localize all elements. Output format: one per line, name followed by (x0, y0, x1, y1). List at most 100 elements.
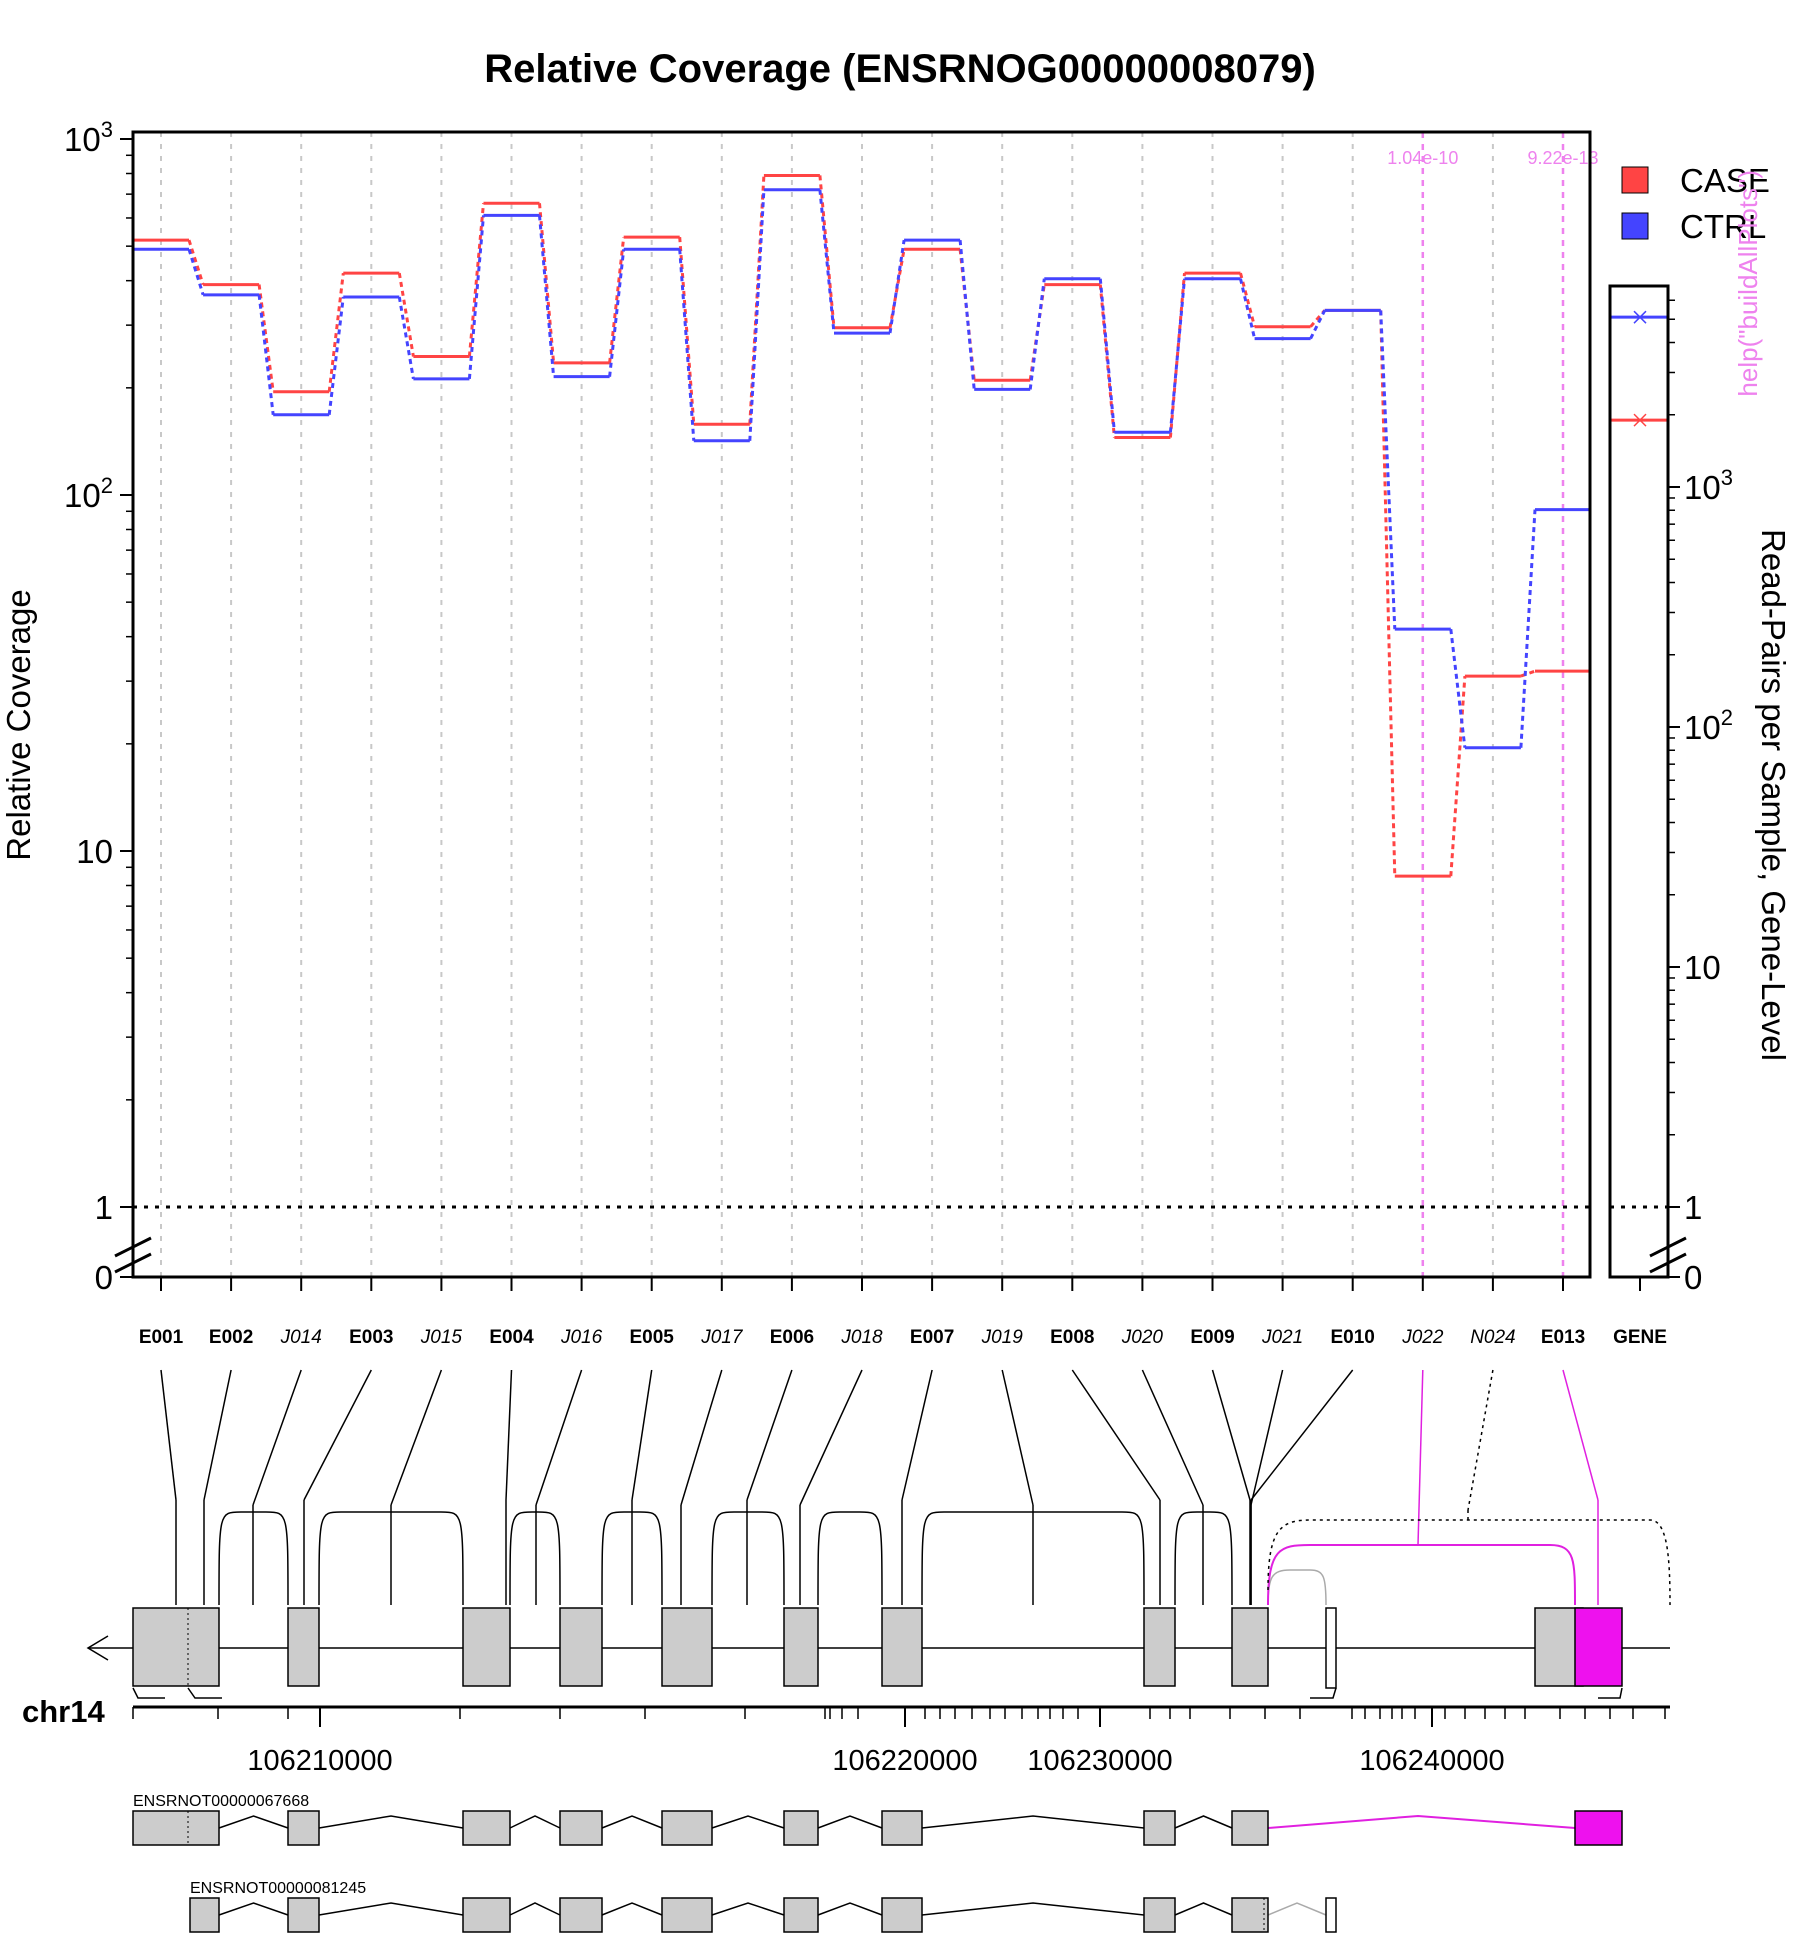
feature-connector (505, 1369, 513, 1501)
feature-connector (1250, 1369, 1354, 1501)
transcript-exon (132, 1810, 220, 1846)
right-y-tick-label: 1 (1684, 1189, 1702, 1226)
feature-label: N024 (1470, 1327, 1515, 1348)
intron-line (817, 1815, 883, 1829)
coverage-panel: 1.04e-10 9.22e-13 0 1 10 102 103 (64, 117, 1599, 1296)
gene-label: GENE (1613, 1327, 1667, 1348)
novel-junction-arc (1267, 1519, 1671, 1606)
intron-line-significant (1267, 1814, 1576, 1829)
feature-label: J014 (280, 1327, 322, 1348)
feature-label: E013 (1541, 1327, 1585, 1348)
feature-label: J022 (1401, 1327, 1444, 1348)
pvalue-label: 1.04e-10 (1387, 148, 1458, 168)
exon-box (462, 1607, 511, 1687)
intron-line (218, 1902, 289, 1916)
feature-connector (901, 1369, 933, 1501)
feature-connector (1001, 1369, 1034, 1506)
exon-bracket (1310, 1687, 1337, 1699)
y-tick-label: 10 (76, 833, 113, 870)
feature-label: J016 (560, 1327, 603, 1348)
exon-bracket (132, 1687, 165, 1699)
feature-label: J019 (981, 1327, 1024, 1348)
feature-connector (1417, 1369, 1424, 1546)
axis-break (1649, 1252, 1687, 1274)
feature-connector (203, 1369, 232, 1501)
feature-connector (1250, 1369, 1284, 1506)
feature-label: E003 (349, 1327, 393, 1348)
genome-position-label: 106240000 (1359, 1745, 1504, 1777)
genome-position-label: 106220000 (832, 1745, 977, 1777)
series-connector (327, 296, 345, 415)
series-connector (608, 249, 626, 377)
legend-swatch (1621, 212, 1649, 240)
series-connector (958, 239, 976, 390)
y-axis-label: Relative Coverage (0, 589, 37, 860)
gene-level-mark (1633, 413, 1647, 427)
genome-position-label: 106210000 (247, 1745, 392, 1777)
exon-bracket (1598, 1687, 1623, 1699)
transcript-exon (783, 1897, 819, 1933)
gene-model (86, 1511, 1671, 1699)
feature-label: E008 (1050, 1327, 1094, 1348)
series-connector (1520, 669, 1536, 678)
exon-bracket (187, 1687, 222, 1699)
feature-connector (746, 1369, 793, 1501)
feature-connector (1211, 1369, 1251, 1501)
feature-label: J021 (1261, 1327, 1303, 1348)
feature-connector (535, 1369, 583, 1506)
series-connector (1519, 509, 1537, 748)
junction-arc (711, 1511, 785, 1606)
right-y-tick-label: 0 (1684, 1259, 1702, 1296)
exon-box (132, 1607, 220, 1687)
gene-level-mark (1633, 310, 1647, 324)
chromosome-label: chr14 (22, 1694, 105, 1729)
feature-connector (1562, 1369, 1599, 1501)
right-y-axis-label: Read-Pairs per Sample, Gene-Level (1755, 529, 1792, 1061)
gene-panel-frame (1608, 284, 1670, 1279)
intron-line (711, 1902, 785, 1916)
intron-line (318, 1902, 464, 1916)
series-connector (1239, 272, 1257, 328)
feature-connector (160, 1369, 177, 1501)
y-tick-label: 1 (95, 1189, 113, 1226)
series-connector (1309, 309, 1326, 328)
junction-arc (601, 1511, 663, 1606)
transcript-exon-significant (1574, 1810, 1623, 1846)
intron-line (218, 1815, 289, 1829)
exon-box (1231, 1607, 1269, 1687)
series-connector (748, 189, 766, 441)
series-connector (327, 272, 345, 392)
feature-label: J015 (420, 1327, 463, 1348)
feature-label: E009 (1190, 1327, 1234, 1348)
series-connector (1379, 310, 1397, 630)
intron-line (1174, 1902, 1233, 1916)
transcript-name: ENSRNOT00000067668 (133, 1793, 309, 1810)
axis-break (1649, 1236, 1687, 1258)
help-text: help("buildAllPlots") (1733, 170, 1763, 397)
series-connector (1168, 278, 1186, 433)
transcript-exon (462, 1810, 511, 1846)
series-connector (1449, 628, 1467, 748)
intron-line (1174, 1815, 1233, 1829)
y-tick-label: 0 (95, 1259, 113, 1296)
y-tick-label: 103 (64, 117, 113, 158)
series-connector (888, 239, 906, 334)
junction-arc (218, 1511, 289, 1606)
series-connector (1098, 278, 1116, 433)
feature-connectors (160, 1369, 1599, 1605)
genome-position-label: 106230000 (1027, 1745, 1172, 1777)
intron-line (921, 1815, 1145, 1829)
series-connector (187, 248, 205, 296)
intron-line (509, 1815, 561, 1829)
novel-junction-arc (1267, 1569, 1327, 1606)
feature-label: J018 (840, 1327, 883, 1348)
feature-label: J017 (700, 1327, 744, 1348)
transcript-exon (661, 1897, 713, 1933)
transcript-exon (189, 1897, 220, 1933)
intron-line (921, 1902, 1145, 1916)
feature-connector (1467, 1369, 1494, 1511)
strand-arrow (86, 1635, 109, 1661)
series-connector (397, 296, 415, 380)
series-connector (257, 294, 275, 415)
